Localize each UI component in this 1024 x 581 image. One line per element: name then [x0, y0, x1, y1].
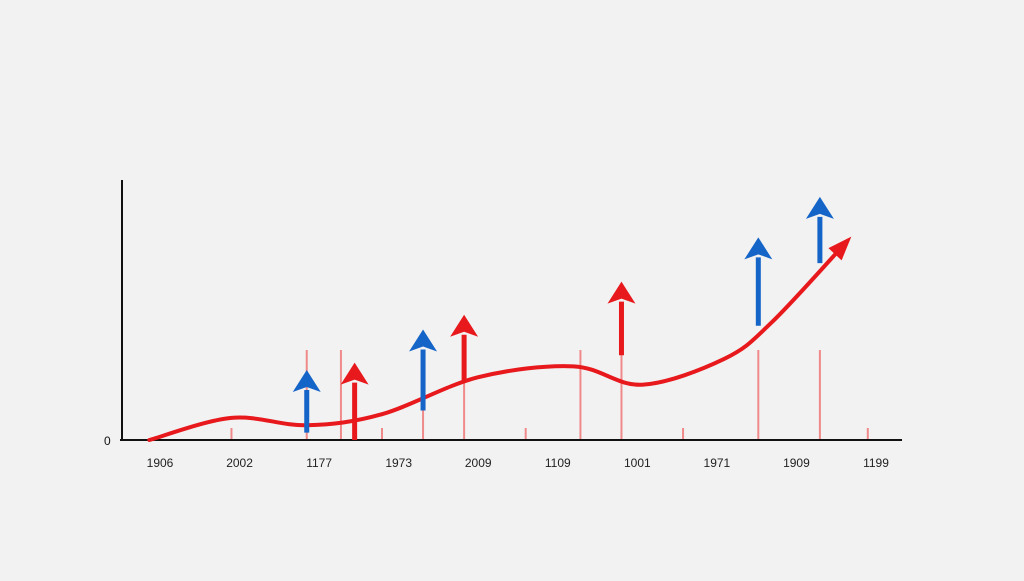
series-line-trend — [147, 239, 850, 442]
x-tick-label: 1199 — [863, 456, 889, 470]
x-tick-label: 1109 — [545, 456, 571, 470]
y-origin-label: 0 — [104, 434, 111, 448]
series-arrowhead — [828, 236, 852, 261]
up-arrow-head — [744, 237, 773, 260]
x-tick-label: 2009 — [465, 456, 492, 470]
series-layer — [147, 236, 852, 442]
up-arrow — [340, 362, 369, 440]
x-tick-label: 1973 — [385, 456, 412, 470]
up-arrow — [450, 314, 479, 382]
x-tick-label: 1971 — [704, 456, 731, 470]
up-arrow — [805, 196, 834, 264]
up-arrow-head — [409, 329, 438, 352]
x-tick-label: 2002 — [226, 456, 253, 470]
x-tick-label: 1177 — [306, 456, 332, 470]
up-arrow-head — [450, 314, 479, 337]
arrows-layer — [292, 196, 834, 440]
ticks-layer: 1906 2002 1177 1973 2009 1109 1001 1971 1909 1199 — [147, 456, 890, 470]
up-arrow — [607, 281, 636, 356]
up-arrow-head — [292, 370, 321, 392]
up-arrow-head — [805, 196, 834, 219]
stems-layer — [230, 350, 869, 440]
up-arrow-head — [607, 281, 636, 304]
x-tick-label: 1001 — [624, 456, 651, 470]
up-arrow — [744, 237, 773, 326]
axes-layer: 0 — [104, 180, 902, 448]
up-arrow — [409, 329, 438, 411]
x-tick-label: 1906 — [147, 456, 174, 470]
up-arrow — [292, 370, 321, 433]
up-arrow-head — [340, 362, 369, 385]
x-tick-label: 1909 — [783, 456, 810, 470]
